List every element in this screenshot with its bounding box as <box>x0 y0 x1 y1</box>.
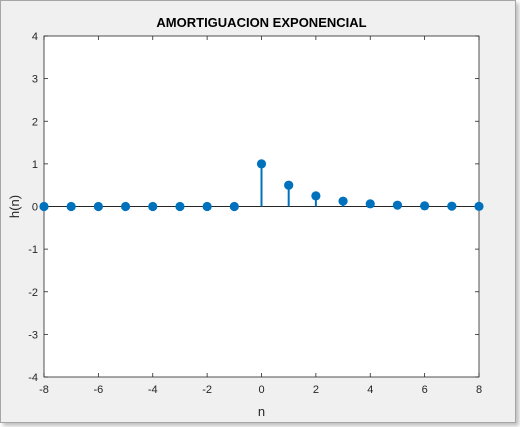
y-axis-label: h(n) <box>7 195 22 218</box>
tick-labels: -8 -6 -4 -2 0 2 4 6 8 -4 -3 -2 -1 0 1 2 3 4 <box>28 31 482 396</box>
y-tick-label: -4 <box>28 372 38 384</box>
stem-marker <box>392 200 403 210</box>
x-tick-label: -6 <box>93 384 103 396</box>
stem-marker <box>120 201 131 212</box>
stem-marker <box>202 201 212 212</box>
chart-title: AMORTIGUACION EXPONENCIAL <box>156 15 366 30</box>
x-tick-label: -4 <box>148 384 158 396</box>
stem-marker <box>284 180 294 190</box>
x-tick-label: 6 <box>422 384 428 396</box>
y-tick-label: 1 <box>32 159 38 171</box>
stem-marker <box>175 201 185 212</box>
stem-marker <box>148 201 158 212</box>
stems <box>39 159 484 212</box>
x-tick-label: -8 <box>39 384 49 396</box>
stem-marker <box>229 201 239 212</box>
x-tick-label: 2 <box>313 384 319 396</box>
y-tick-label: 2 <box>32 116 38 128</box>
stem-marker <box>420 201 430 211</box>
y-tick-label: -1 <box>28 244 38 256</box>
stem-marker <box>311 191 321 201</box>
y-tick-label: 4 <box>32 31 38 43</box>
stem-marker <box>474 201 484 211</box>
stem-marker <box>93 201 103 212</box>
x-tick-label: 8 <box>476 384 482 396</box>
y-tick-label: -2 <box>28 287 38 299</box>
stem-marker <box>256 159 267 169</box>
y-tick-label: 3 <box>32 74 38 86</box>
x-tick-label: -2 <box>202 384 212 396</box>
stem-marker <box>39 201 49 212</box>
x-tick-label: 4 <box>367 384 373 396</box>
y-tick-label: 0 <box>32 202 38 214</box>
x-tick-label: 0 <box>258 384 264 396</box>
ticks <box>43 35 480 378</box>
stem-marker <box>365 199 375 209</box>
x-axis-label: n <box>258 404 265 419</box>
stem-marker <box>66 201 76 212</box>
y-tick-label: -3 <box>28 329 38 341</box>
stem-marker <box>338 196 348 206</box>
stem-marker <box>447 201 457 211</box>
